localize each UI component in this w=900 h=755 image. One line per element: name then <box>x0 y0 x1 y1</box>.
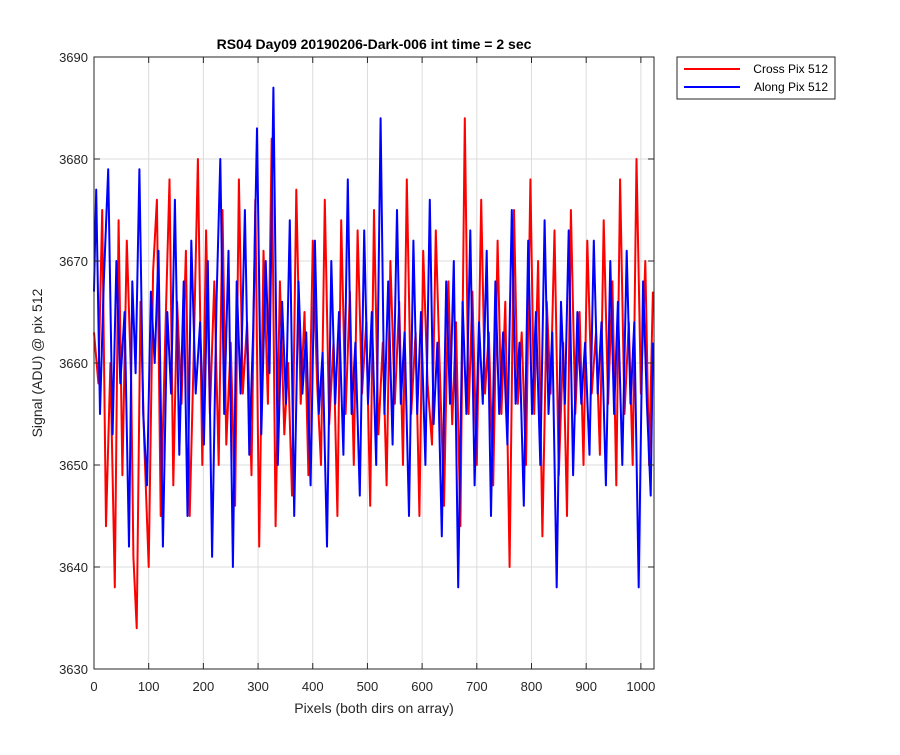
y-tick-label: 3680 <box>59 152 88 167</box>
x-tick-label: 400 <box>302 679 324 694</box>
x-tick-label: 800 <box>521 679 543 694</box>
x-axis-label: Pixels (both dirs on array) <box>294 700 454 716</box>
x-tick-label: 200 <box>193 679 215 694</box>
legend-label-cross: Cross Pix 512 <box>753 62 828 76</box>
y-tick-label: 3690 <box>59 50 88 65</box>
x-tick-label: 100 <box>138 679 160 694</box>
series-line-along-pix-512 <box>93 86 654 589</box>
x-tick-label: 500 <box>357 679 379 694</box>
legend: Cross Pix 512 Along Pix 512 <box>676 56 836 100</box>
x-tick-label: 300 <box>247 679 269 694</box>
y-tick-label: 3640 <box>59 560 88 575</box>
x-tick-label: 600 <box>411 679 433 694</box>
y-tick-label: 3660 <box>59 356 88 371</box>
legend-label-along: Along Pix 512 <box>754 80 828 94</box>
x-tick-label: 1000 <box>626 679 655 694</box>
series-lines <box>93 86 654 630</box>
x-tick-label: 900 <box>575 679 597 694</box>
x-tick-label: 0 <box>90 679 97 694</box>
y-tick-label: 3670 <box>59 254 88 269</box>
chart-title: RS04 Day09 20190206-Dark-006 int time = … <box>217 36 532 52</box>
axis-ticks: 0 100 200 300 400 500 600 700 800 900 1000 3630 3640… <box>59 50 655 694</box>
y-axis-label: Signal (ADU) @ pix 512 <box>29 288 45 437</box>
legend-box <box>676 56 836 100</box>
y-tick-label: 3650 <box>59 458 88 473</box>
y-tick-label: 3630 <box>59 662 88 677</box>
x-tick-label: 700 <box>466 679 488 694</box>
